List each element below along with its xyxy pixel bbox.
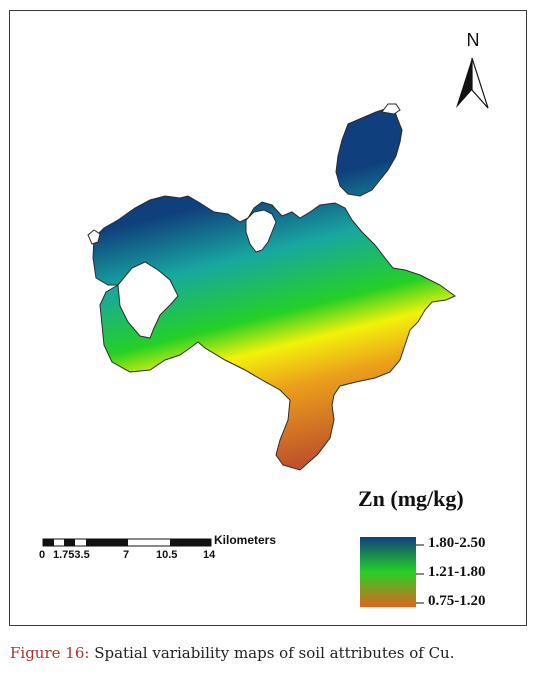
legend-label-mid: 1.21-1.80 bbox=[428, 564, 486, 580]
caption-label: Figure 16: bbox=[10, 644, 90, 662]
scale-tick-1: 1.753.5 bbox=[53, 549, 90, 561]
scale-tick-2: 7 bbox=[123, 549, 130, 561]
scale-unit-label: Kilometers bbox=[214, 533, 277, 547]
northeast-region bbox=[335, 107, 403, 197]
legend-title: Zn (mg/kg) bbox=[358, 486, 464, 511]
northeast-region-notch bbox=[381, 103, 401, 115]
inlet-north bbox=[245, 209, 277, 253]
main-region bbox=[92, 195, 456, 471]
figure-caption: Figure 16: Spatial variability maps of s… bbox=[10, 644, 454, 662]
scale-tick-0: 0 bbox=[39, 549, 46, 561]
caption-text: Spatial variability maps of soil attribu… bbox=[89, 644, 455, 662]
scale-tick-3: 10.5 bbox=[156, 549, 178, 561]
scale-tick-4: 14 bbox=[203, 549, 216, 561]
north-label: N bbox=[466, 30, 480, 50]
north-arrow-icon bbox=[456, 57, 489, 109]
legend-label-high: 1.80-2.50 bbox=[428, 535, 486, 551]
scale-bar bbox=[42, 538, 212, 547]
legend-label-low: 0.75-1.20 bbox=[428, 593, 486, 609]
inlet-west bbox=[117, 261, 179, 339]
legend-color-bar bbox=[360, 537, 416, 607]
legend-ticks bbox=[416, 544, 424, 604]
inlet-nw-tip bbox=[87, 229, 101, 245]
